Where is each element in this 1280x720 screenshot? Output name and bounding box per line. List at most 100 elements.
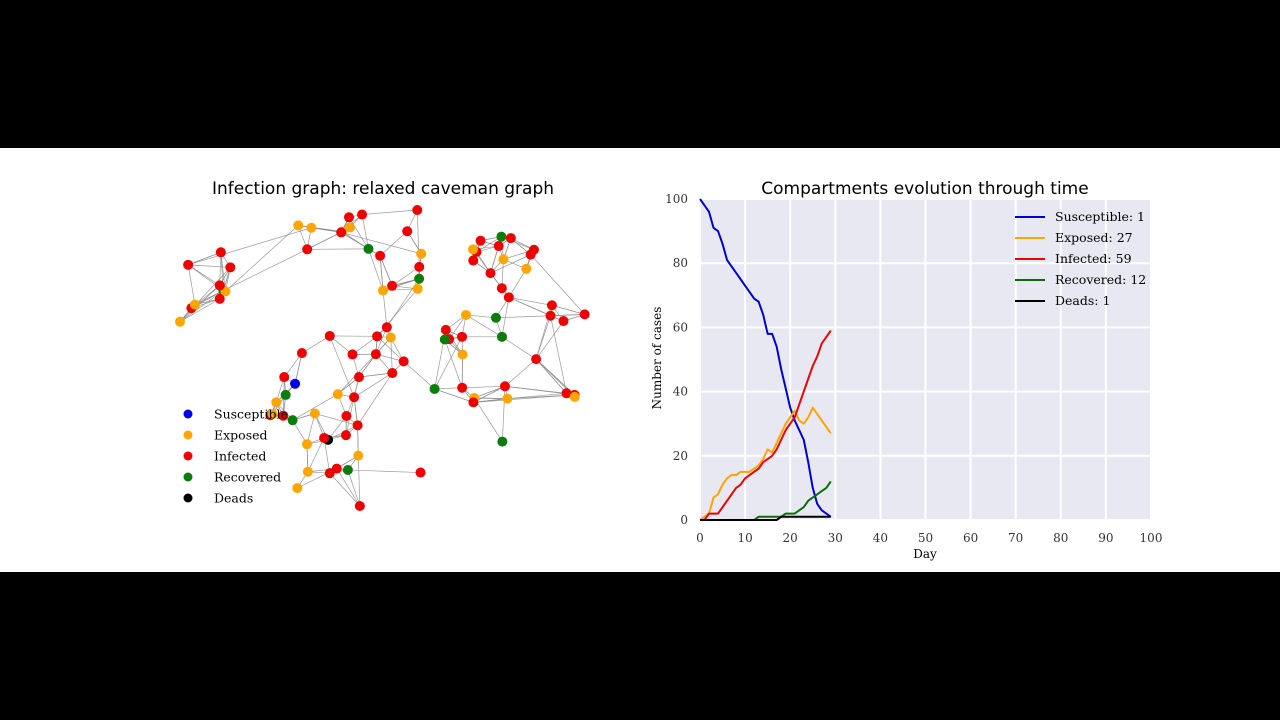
node-infected (349, 392, 360, 403)
graph-edge (179, 267, 231, 322)
graph-edge (382, 290, 388, 328)
node-recovered (496, 231, 507, 242)
graph-edge (341, 232, 422, 255)
graph-edge (347, 469, 421, 473)
node-infected (528, 244, 539, 255)
graph-edge (347, 469, 361, 507)
node-infected (579, 309, 590, 320)
graph-edge (188, 251, 221, 266)
node-infected (387, 280, 398, 291)
node-infected (357, 209, 368, 220)
node-recovered (414, 273, 425, 284)
node-infected (344, 212, 355, 223)
x-tick-label: 10 (737, 531, 752, 545)
graph-edge (307, 437, 325, 472)
graph-edge (340, 232, 369, 250)
node-exposed (416, 248, 427, 259)
node-exposed (412, 283, 423, 294)
series-line-infected (700, 330, 832, 521)
graph-edge (379, 255, 384, 291)
node-infected (493, 241, 504, 252)
node-recovered (490, 312, 501, 323)
x-tick-label: 70 (1008, 531, 1023, 545)
graph-edge (434, 336, 463, 390)
graph-edge (358, 372, 393, 378)
graph-edge (353, 372, 393, 398)
graph-edge (490, 254, 531, 274)
graph-edge (379, 230, 408, 257)
graph-edge (535, 320, 564, 360)
graph-edge (508, 268, 527, 298)
series-line-deads (700, 515, 831, 521)
node-exposed (293, 220, 304, 231)
graph-edge (194, 248, 308, 305)
node-exposed (457, 349, 468, 360)
node-infected (372, 331, 383, 342)
node-infected (214, 293, 225, 304)
node-infected (354, 501, 365, 511)
node-infected (457, 382, 468, 393)
node-infected (279, 372, 290, 383)
y-axis-label: Number of cases (650, 307, 664, 410)
legend-label-recovered: Recovered (214, 470, 281, 485)
node-exposed (301, 439, 312, 450)
node-exposed (271, 397, 282, 408)
y-tick-label: 100 (665, 192, 688, 206)
x-tick-label: 20 (783, 531, 798, 545)
node-infected (440, 324, 451, 335)
graph-edge (474, 397, 508, 399)
x-tick-label: 90 (1098, 531, 1113, 545)
graph-edge (379, 255, 393, 286)
graph-edge (357, 425, 359, 456)
graph-edge (390, 337, 393, 374)
graph-edge (327, 415, 347, 441)
node-infected (183, 259, 194, 270)
node-infected (398, 356, 409, 367)
y-tick-label: 0 (680, 513, 688, 527)
graph-edge (336, 468, 361, 507)
node-recovered (496, 331, 507, 342)
x-tick-label: 60 (963, 531, 978, 545)
legend-marker-exposed (183, 430, 193, 440)
node-infected (341, 410, 352, 421)
node-exposed (378, 285, 389, 296)
graph-nodes (175, 205, 590, 511)
graph-edge (473, 398, 508, 403)
node-infected (414, 261, 425, 272)
graph-edge (298, 225, 343, 232)
plot-grid (699, 198, 1152, 521)
legend-marker-deads (183, 493, 193, 503)
graph-edge (535, 358, 567, 394)
node-exposed (292, 483, 303, 494)
graph-edge (294, 352, 303, 384)
node-infected (302, 244, 313, 255)
graph-edge (444, 339, 463, 388)
legend-label-infected: Infected: 59 (1055, 251, 1132, 266)
figure-svg: Infection graph: relaxed caveman graph S… (175, 179, 1162, 561)
legend-label-deads: Deads: 1 (1055, 293, 1110, 308)
node-recovered (497, 436, 508, 447)
y-tick-label: 20 (673, 449, 688, 463)
graph-edge (188, 264, 231, 268)
node-recovered (280, 389, 291, 400)
x-tick-label: 50 (918, 531, 933, 545)
node-infected (415, 467, 426, 478)
node-recovered (439, 334, 450, 345)
graph-edge (508, 297, 552, 306)
graph-edge (551, 304, 585, 315)
node-exposed (189, 299, 200, 310)
legend-label-susceptible: Susceptible (214, 407, 288, 422)
node-infected (558, 316, 569, 327)
x-tick-label: 100 (1140, 531, 1163, 545)
node-exposed (267, 409, 278, 420)
node-infected (340, 430, 351, 441)
graph-edge (416, 209, 420, 267)
graph-edge (501, 336, 537, 360)
graph-edge (357, 372, 393, 426)
node-susceptible (290, 378, 301, 389)
graph-edge (329, 472, 361, 507)
graph-edge (361, 214, 369, 249)
y-tick-label: 60 (673, 320, 688, 334)
axis-ticks: 0 10 20 30 40 50 60 70 80 90 100 0 20 40 60 80 100 (665, 192, 1162, 545)
node-infected (499, 381, 510, 392)
